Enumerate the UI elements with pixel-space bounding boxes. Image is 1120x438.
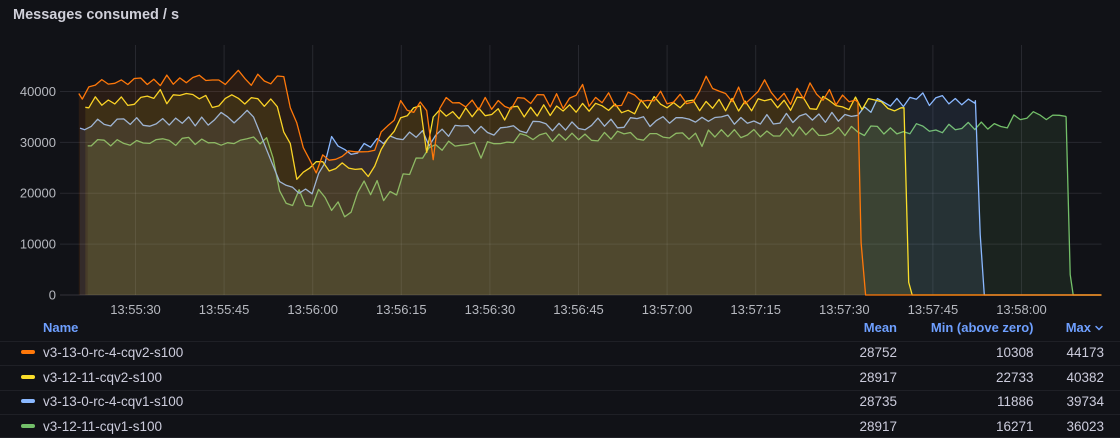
svg-text:30000: 30000 bbox=[20, 135, 56, 150]
svg-text:13:55:45: 13:55:45 bbox=[199, 302, 250, 316]
svg-text:13:56:45: 13:56:45 bbox=[553, 302, 604, 316]
svg-text:20000: 20000 bbox=[20, 186, 56, 201]
svg-text:13:56:15: 13:56:15 bbox=[376, 302, 427, 316]
svg-text:13:58:00: 13:58:00 bbox=[996, 302, 1047, 316]
svg-text:0: 0 bbox=[49, 287, 56, 302]
svg-text:13:57:45: 13:57:45 bbox=[908, 302, 959, 316]
svg-text:13:56:00: 13:56:00 bbox=[287, 302, 338, 316]
svg-text:13:57:30: 13:57:30 bbox=[819, 302, 870, 316]
svg-text:10000: 10000 bbox=[20, 237, 56, 252]
svg-text:13:55:30: 13:55:30 bbox=[110, 302, 161, 316]
svg-text:40000: 40000 bbox=[20, 84, 56, 99]
svg-text:13:57:15: 13:57:15 bbox=[730, 302, 781, 316]
svg-text:13:57:00: 13:57:00 bbox=[642, 302, 693, 316]
svg-text:13:56:30: 13:56:30 bbox=[465, 302, 516, 316]
